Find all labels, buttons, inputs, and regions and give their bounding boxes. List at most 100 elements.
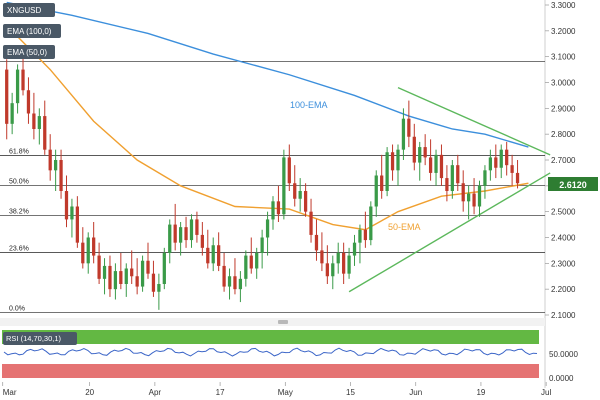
x-tick-label: Jul <box>541 388 551 397</box>
candle-body <box>173 224 177 243</box>
candle-body <box>222 265 226 287</box>
candle-body <box>477 185 482 207</box>
y-tick-label: 2.3000 <box>551 259 576 268</box>
candle-body <box>108 265 112 290</box>
candle-body <box>260 237 264 253</box>
price-tag-label: 2.6120 <box>559 180 587 190</box>
y-tick-label: 2.5000 <box>551 208 576 217</box>
candle-body <box>510 165 514 173</box>
candle-body <box>331 263 335 277</box>
candle-body <box>200 234 204 248</box>
y-tick-label: 2.7000 <box>551 156 576 165</box>
candle-body <box>32 113 36 129</box>
candle-body <box>271 201 275 220</box>
candle-body <box>434 154 438 173</box>
candle-body <box>124 268 128 284</box>
ema-lines <box>6 1 529 231</box>
support-trendline <box>348 172 551 293</box>
candle-body <box>303 191 308 212</box>
rsi-overbought-zone <box>2 330 539 344</box>
y-tick-label: 2.9000 <box>551 104 576 113</box>
candle-body <box>64 191 69 220</box>
candle-body <box>227 276 232 287</box>
candle-body <box>412 136 416 163</box>
candle-body <box>276 201 281 215</box>
y-tick-label: 2.2000 <box>551 285 576 294</box>
y-tick-label: 3.0000 <box>551 79 576 88</box>
rsi-mid-zone <box>2 344 539 364</box>
fib-label: 61.8% <box>9 149 29 156</box>
fib-label: 23.6% <box>9 245 29 252</box>
ema100-button[interactable]: EMA (100,0) <box>3 24 61 38</box>
rsi-label: RSI (14,70,30,1) <box>6 334 62 343</box>
y-tick-label: 2.8000 <box>551 130 576 139</box>
candle-body <box>92 237 96 256</box>
candle-body <box>184 227 188 241</box>
candle-body <box>385 152 389 191</box>
candle-body <box>157 284 161 292</box>
candle-body <box>445 178 449 191</box>
candle-body <box>21 69 25 91</box>
candle-body <box>162 253 166 284</box>
candle-body <box>456 165 460 184</box>
candle-body <box>342 253 346 274</box>
candle-body <box>189 219 194 241</box>
candle-body <box>75 206 79 243</box>
candle-body <box>363 229 368 241</box>
candle-body <box>369 206 373 241</box>
candle-body <box>336 253 340 264</box>
candle-body <box>113 271 118 290</box>
fib-label: 0.0% <box>9 305 25 312</box>
rsi-settings-button[interactable]: RSI (14,70,30,1) <box>3 332 77 345</box>
candle-body <box>494 157 498 168</box>
candle-body <box>119 271 123 284</box>
resistance-trendline <box>397 87 551 156</box>
fib-levels: 0.0% 23.6% 38.2% 50.0% 61.8% <box>0 60 545 313</box>
y-tick-label: 2.4000 <box>551 234 576 243</box>
candle-body <box>418 147 422 163</box>
candle-body <box>86 237 90 264</box>
y-tick-label: 2.1000 <box>551 311 576 320</box>
current-price-tag: 2.6120 <box>548 177 598 191</box>
symbol-button[interactable]: XNGUSD <box>3 3 55 17</box>
pane-resize-handle[interactable] <box>278 320 288 324</box>
y-tick-label: 3.2000 <box>551 27 576 36</box>
candle-body <box>483 170 487 186</box>
candle-body <box>390 152 395 171</box>
candle-body <box>265 219 270 238</box>
candle-body <box>374 175 378 207</box>
candle-body <box>26 90 31 114</box>
candle-body <box>15 69 20 104</box>
x-tick-label: May <box>278 388 293 397</box>
y-tick-label: 3.1000 <box>551 53 576 62</box>
candle-body <box>81 242 85 264</box>
ema100-toolbar-label: EMA (100,0) <box>7 27 52 36</box>
x-tick-label: Apr <box>149 388 162 397</box>
candle-body <box>423 147 427 158</box>
ema50-line <box>6 25 529 231</box>
candle-body <box>130 268 134 277</box>
candle-body <box>178 227 183 243</box>
candle-body <box>10 103 14 124</box>
plot-background <box>0 0 545 318</box>
rsi-tick-0: 0.0000 <box>549 374 574 383</box>
x-tick-label: Mar <box>3 388 17 397</box>
ema50-toolbar-label: EMA (50,0) <box>7 48 47 57</box>
candle-body <box>146 260 150 274</box>
candle-body <box>488 157 493 171</box>
candle-body <box>298 191 302 199</box>
candle-body <box>380 175 384 191</box>
rsi-line <box>3 347 538 357</box>
rsi-oversold-zone <box>2 364 539 378</box>
candle-body <box>53 160 58 171</box>
toolbar: XNGUSD EMA (100,0) EMA (50,0) <box>3 3 61 59</box>
candle-body <box>450 165 454 191</box>
x-tick-label: 20 <box>85 388 94 397</box>
candle-body <box>140 260 145 287</box>
candle-body <box>505 149 509 166</box>
ema50-button[interactable]: EMA (50,0) <box>3 45 55 59</box>
candle-body <box>467 193 471 202</box>
trendlines <box>348 87 551 293</box>
